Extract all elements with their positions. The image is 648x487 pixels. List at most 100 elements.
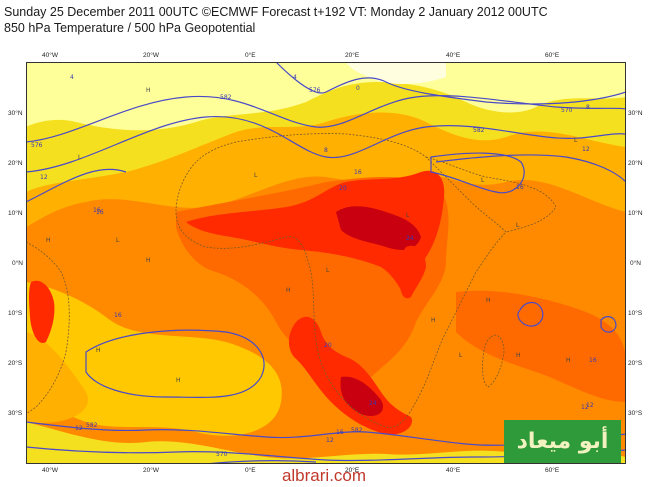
geopotential-contours xyxy=(26,62,626,464)
field-darkred-kalahari xyxy=(340,376,384,417)
pressure-marker: L xyxy=(116,237,120,244)
pressure-marker: H xyxy=(516,352,521,359)
isotherm-label: 8 xyxy=(586,104,590,111)
isotherm-label: 16 xyxy=(336,429,344,436)
lat-label-left-30n: 30°N xyxy=(8,110,23,117)
contour-south-atlantic xyxy=(85,329,265,399)
isotherm-label: 8 xyxy=(324,147,328,154)
pressure-marker: H xyxy=(176,377,181,384)
pressure-marker: L xyxy=(459,352,463,359)
isotherm-label: 4 xyxy=(70,74,74,81)
isotherm-label: 16 xyxy=(589,357,597,364)
lon-label-top-40w: 40°W xyxy=(42,52,58,59)
lat-label-left-0n: 0°N xyxy=(12,260,23,267)
isotherm-label: 12 xyxy=(40,174,48,181)
contour-576-north xyxy=(26,95,626,143)
lat-label-left-20s: 20°S xyxy=(8,360,23,367)
geopotential-label: 582 xyxy=(351,427,363,434)
lat-label-right-0n: 0°N xyxy=(630,260,641,267)
lon-label-bottom-20w: 20°W xyxy=(143,467,159,474)
lon-label-bottom-40w: 40°W xyxy=(42,467,58,474)
isotherm-label-group: 4 0 4 8 16 12 16 20 24 16 20 24 16 12 8 … xyxy=(40,74,597,444)
chart-subtitle: 850 hPa Temperature / 500 hPa Geopotenti… xyxy=(4,21,256,35)
temperature-map: 4 0 4 8 16 12 16 20 24 16 20 24 16 12 8 … xyxy=(26,62,626,464)
lat-label-left-10s: 10°S xyxy=(8,310,23,317)
contour-indian-low-2 xyxy=(600,316,617,333)
lat-label-right-10s: 10°S xyxy=(628,310,643,317)
isotherm-label: 16 xyxy=(93,207,101,214)
lat-label-left-30s: 30°S xyxy=(8,410,23,417)
field-red-south-america xyxy=(29,280,55,343)
lat-label-right-10n: 10°N xyxy=(628,210,643,217)
lon-label-top-40e: 40°E xyxy=(446,52,461,59)
field-red-tropical xyxy=(186,170,445,297)
isotherm-label: 24 xyxy=(369,400,377,407)
isotherm-label: 12 xyxy=(75,425,83,432)
contour-horn-loop xyxy=(430,152,525,194)
isotherm-label: 16 xyxy=(516,184,524,191)
coastline-south-america xyxy=(26,241,70,415)
pressure-marker: H xyxy=(46,237,51,244)
lon-label-top-20e: 20°E xyxy=(345,52,360,59)
site-watermark: albrari.com xyxy=(281,466,367,485)
isotherm-label: 20 xyxy=(339,185,347,192)
pressure-marker: H xyxy=(146,257,151,264)
pressure-marker: H xyxy=(96,347,101,354)
field-cold-east-med xyxy=(346,62,446,84)
geopotential-label: 582 xyxy=(86,422,98,429)
isotherm-label: 12 xyxy=(326,437,334,444)
pressure-marker: H xyxy=(486,297,491,304)
lat-label-right-20n: 20°N xyxy=(628,160,643,167)
lon-label-bottom-20e: 20°E xyxy=(345,467,360,474)
lon-label-top-20w: 20°W xyxy=(143,52,159,59)
field-orange-dark-east xyxy=(456,290,626,402)
pressure-marker: L xyxy=(254,172,258,179)
geopotential-label: 570 xyxy=(561,107,573,114)
pressure-marker: L xyxy=(406,212,410,219)
lat-label-left-20n: 20°N xyxy=(8,160,23,167)
chart-title: Sunday 25 December 2011 00UTC ©ECMWF For… xyxy=(4,5,548,19)
pressure-marker: H xyxy=(146,87,151,94)
pressure-marker: L xyxy=(78,154,82,161)
geopotential-label: 582 xyxy=(473,127,485,134)
map-frame xyxy=(26,62,626,464)
lon-label-top-0e: 0°E xyxy=(245,52,256,59)
field-yellow-south-2 xyxy=(26,422,626,464)
contour-576-mid xyxy=(435,154,626,183)
isotherm-label: 24 xyxy=(406,235,414,242)
coastline-madagascar xyxy=(482,334,505,388)
isotherm-label: 12 xyxy=(582,146,590,153)
lat-label-right-30s: 30°S xyxy=(628,410,643,417)
coastline-africa xyxy=(175,133,507,428)
field-darkred-core xyxy=(336,206,421,250)
coastline-arabia xyxy=(425,156,557,233)
arabic-watermark: أبو ميعاد xyxy=(504,420,621,463)
geopotential-label: 576 xyxy=(31,142,43,149)
lon-label-bottom-60e: 60°E xyxy=(545,467,560,474)
lat-label-left-10n: 10°N xyxy=(8,210,23,217)
lat-label-right-20s: 20°S xyxy=(628,360,643,367)
field-yellow-light-north xyxy=(26,62,626,131)
pressure-marker-group: H H L L H L H H L H L L H L H L H H L xyxy=(46,87,578,384)
isotherm-label: 16 xyxy=(354,169,362,176)
lon-label-bottom-0e: 0°E xyxy=(245,467,256,474)
contour-indian-low xyxy=(517,301,544,327)
geopotential-label-group: 582 576 582 570 576 582 582 570 xyxy=(31,87,573,458)
isotherm-label: 4 xyxy=(293,74,297,81)
pressure-marker: H xyxy=(566,357,571,364)
isotherm-label: 16 xyxy=(114,312,122,319)
contour-582-south xyxy=(26,421,626,446)
pressure-marker: L xyxy=(574,137,578,144)
pressure-marker: L xyxy=(516,222,520,229)
contour-570-north xyxy=(275,62,626,105)
contour-582-mid xyxy=(26,168,127,203)
pressure-marker: H xyxy=(286,287,291,294)
contour-570-south xyxy=(205,460,317,464)
pressure-marker: L xyxy=(326,267,330,274)
lat-label-right-30n: 30°N xyxy=(628,110,643,117)
geopotential-label: 576 xyxy=(309,87,321,94)
contour-582-north xyxy=(26,116,626,173)
lon-label-bottom-40e: 40°E xyxy=(446,467,461,474)
geopotential-label: 582 xyxy=(220,94,232,101)
isotherm-label: 16 xyxy=(96,209,104,216)
